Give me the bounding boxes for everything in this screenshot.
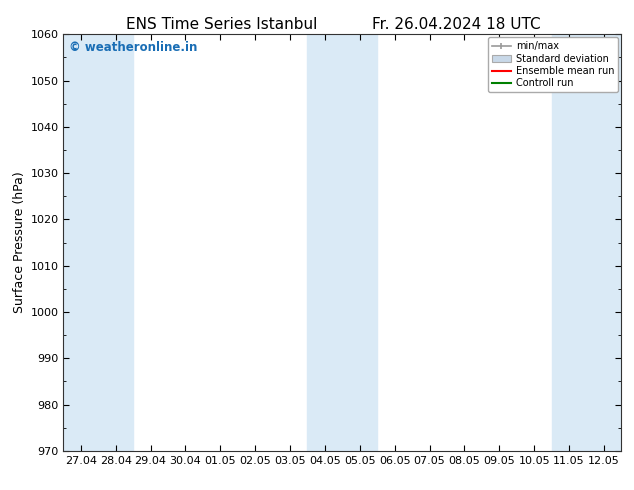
Bar (307, 34, 377, 451)
Bar (63, 34, 133, 451)
Text: © weatheronline.in: © weatheronline.in (69, 41, 197, 53)
Y-axis label: Surface Pressure (hPa): Surface Pressure (hPa) (13, 172, 26, 314)
Text: ENS Time Series Istanbul: ENS Time Series Istanbul (126, 17, 318, 32)
Text: Fr. 26.04.2024 18 UTC: Fr. 26.04.2024 18 UTC (372, 17, 541, 32)
Bar (552, 34, 621, 451)
Legend: min/max, Standard deviation, Ensemble mean run, Controll run: min/max, Standard deviation, Ensemble me… (488, 37, 618, 92)
